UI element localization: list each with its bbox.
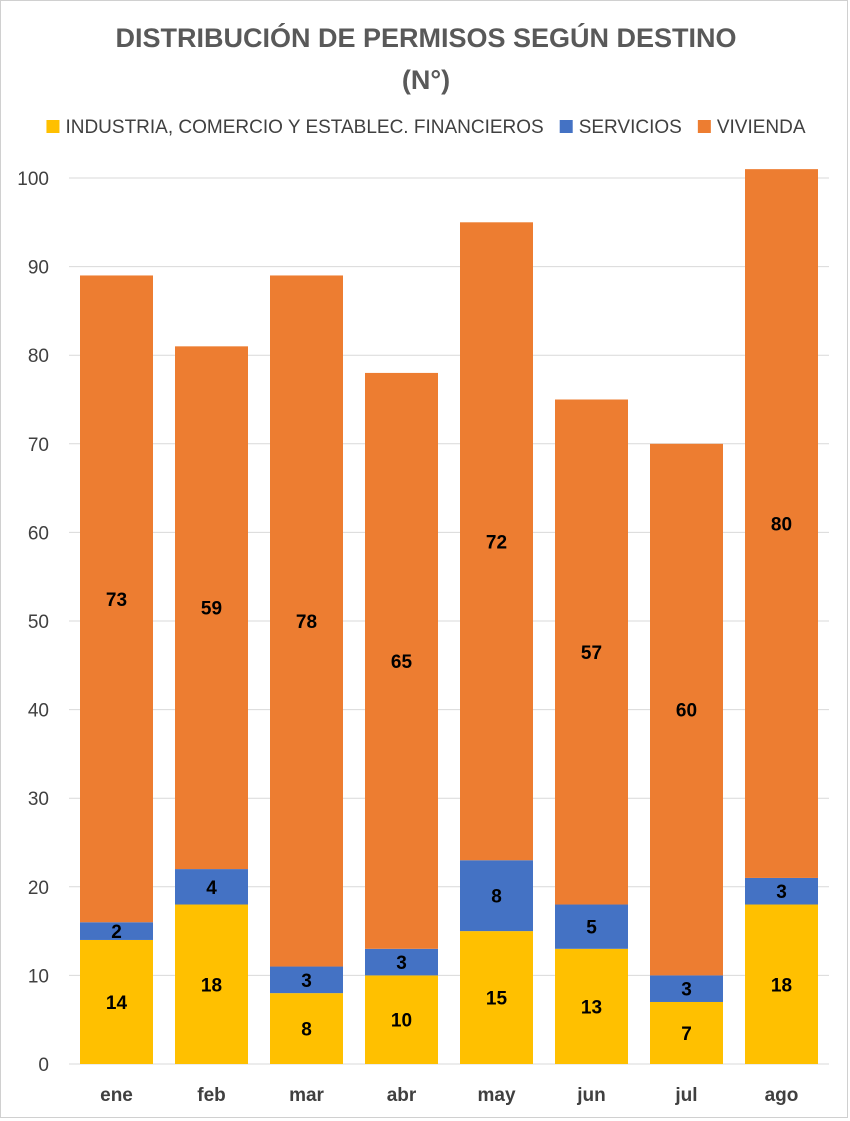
data-label: 3 — [681, 980, 692, 1001]
x-tick-label: abr — [387, 1085, 417, 1106]
bar-segment-industria-abr — [365, 975, 438, 1064]
x-tick-label: ene — [100, 1085, 133, 1106]
bar-segment-industria-ago — [745, 904, 818, 1064]
bar-segment-vivienda-may — [460, 222, 533, 861]
bar-segment-vivienda-jun — [555, 399, 628, 905]
bar-segment-vivienda-ago — [745, 169, 818, 878]
x-tick-label: jul — [674, 1085, 697, 1106]
bar-segment-industria-mar — [270, 993, 343, 1064]
data-label: 3 — [301, 971, 312, 992]
chart-legend: INDUSTRIA, COMERCIO Y ESTABLEC. FINANCIE… — [46, 117, 806, 138]
bar-segment-vivienda-feb — [175, 346, 248, 870]
data-label: 10 — [391, 1011, 412, 1032]
bar-segment-servicios-may — [460, 860, 533, 932]
data-label: 3 — [776, 882, 787, 903]
data-label: 5 — [586, 918, 597, 939]
legend-item: INDUSTRIA, COMERCIO Y ESTABLEC. FINANCIE… — [46, 117, 544, 138]
legend-label: SERVICIOS — [579, 117, 682, 138]
y-tick-label: 90 — [28, 258, 49, 279]
bar-segment-servicios-ago — [745, 877, 818, 905]
x-tick-label: jun — [576, 1085, 606, 1106]
x-tick-label: mar — [289, 1085, 324, 1106]
chart-title: DISTRIBUCIÓN DE PERMISOS SEGÚN DESTINO — [115, 22, 736, 53]
y-tick-label: 0 — [38, 1055, 49, 1076]
data-label: 60 — [676, 701, 697, 722]
bar-segment-servicios-feb — [175, 869, 248, 905]
y-tick-label: 30 — [28, 789, 49, 810]
legend-swatch — [46, 120, 60, 133]
data-label: 8 — [491, 887, 502, 908]
y-tick-label: 70 — [28, 435, 49, 456]
data-label: 2 — [111, 922, 122, 943]
bar-segment-vivienda-abr — [365, 372, 438, 949]
bar-segment-servicios-mar — [270, 966, 343, 994]
y-tick-label: 80 — [28, 346, 49, 367]
bar-segment-industria-jul — [650, 1001, 723, 1064]
data-label: 8 — [301, 1020, 312, 1041]
bar-segment-vivienda-mar — [270, 275, 343, 967]
data-label: 80 — [771, 515, 792, 536]
bar-segment-vivienda-jul — [650, 443, 723, 976]
y-tick-label: 40 — [28, 701, 49, 722]
chart-subtitle: (N°) — [402, 65, 450, 95]
data-label: 18 — [201, 975, 222, 996]
data-label: 57 — [581, 643, 602, 664]
x-tick-label: feb — [197, 1085, 226, 1106]
x-tick-label: ago — [765, 1085, 799, 1106]
bar-segment-industria-ene — [80, 939, 153, 1064]
bar-segment-vivienda-ene — [80, 275, 153, 923]
legend-item: SERVICIOS — [559, 117, 682, 138]
data-label: 13 — [581, 997, 602, 1018]
y-tick-label: 60 — [28, 523, 49, 544]
legend-item: VIVIENDA — [697, 117, 806, 138]
legend-swatch — [559, 120, 573, 133]
data-label: 14 — [106, 993, 128, 1014]
data-label: 73 — [106, 590, 127, 611]
legend-label: VIVIENDA — [717, 117, 806, 138]
bar-segment-industria-may — [460, 931, 533, 1064]
legend-label: INDUSTRIA, COMERCIO Y ESTABLEC. FINANCIE… — [65, 117, 543, 138]
bar-segment-industria-jun — [555, 948, 628, 1064]
y-tick-label: 50 — [28, 612, 49, 633]
x-tick-label: may — [477, 1085, 515, 1106]
data-label: 72 — [486, 532, 507, 553]
bar-segment-servicios-abr — [365, 948, 438, 976]
y-tick-label: 20 — [28, 878, 49, 899]
data-label: 3 — [396, 953, 407, 974]
y-axis: 0 10 20 30 40 50 60 70 80 90 100 — [17, 169, 49, 1076]
bars — [80, 169, 818, 1064]
data-label: 15 — [486, 989, 508, 1010]
data-label: 78 — [296, 612, 317, 633]
data-label: 7 — [681, 1024, 692, 1045]
data-label: 4 — [206, 878, 217, 899]
bar-segment-servicios-ene — [80, 922, 153, 940]
bar-segment-industria-feb — [175, 904, 248, 1064]
data-label: 65 — [391, 652, 413, 673]
bar-segment-servicios-jun — [555, 904, 628, 949]
y-tick-label: 10 — [28, 966, 49, 987]
y-tick-label: 100 — [17, 169, 49, 190]
x-axis: ene feb mar abr may jun jul ago — [100, 1085, 798, 1106]
data-label: 18 — [771, 975, 792, 996]
data-label: 59 — [201, 599, 222, 620]
bar-segment-servicios-jul — [650, 975, 723, 1002]
legend-swatch — [697, 120, 711, 133]
